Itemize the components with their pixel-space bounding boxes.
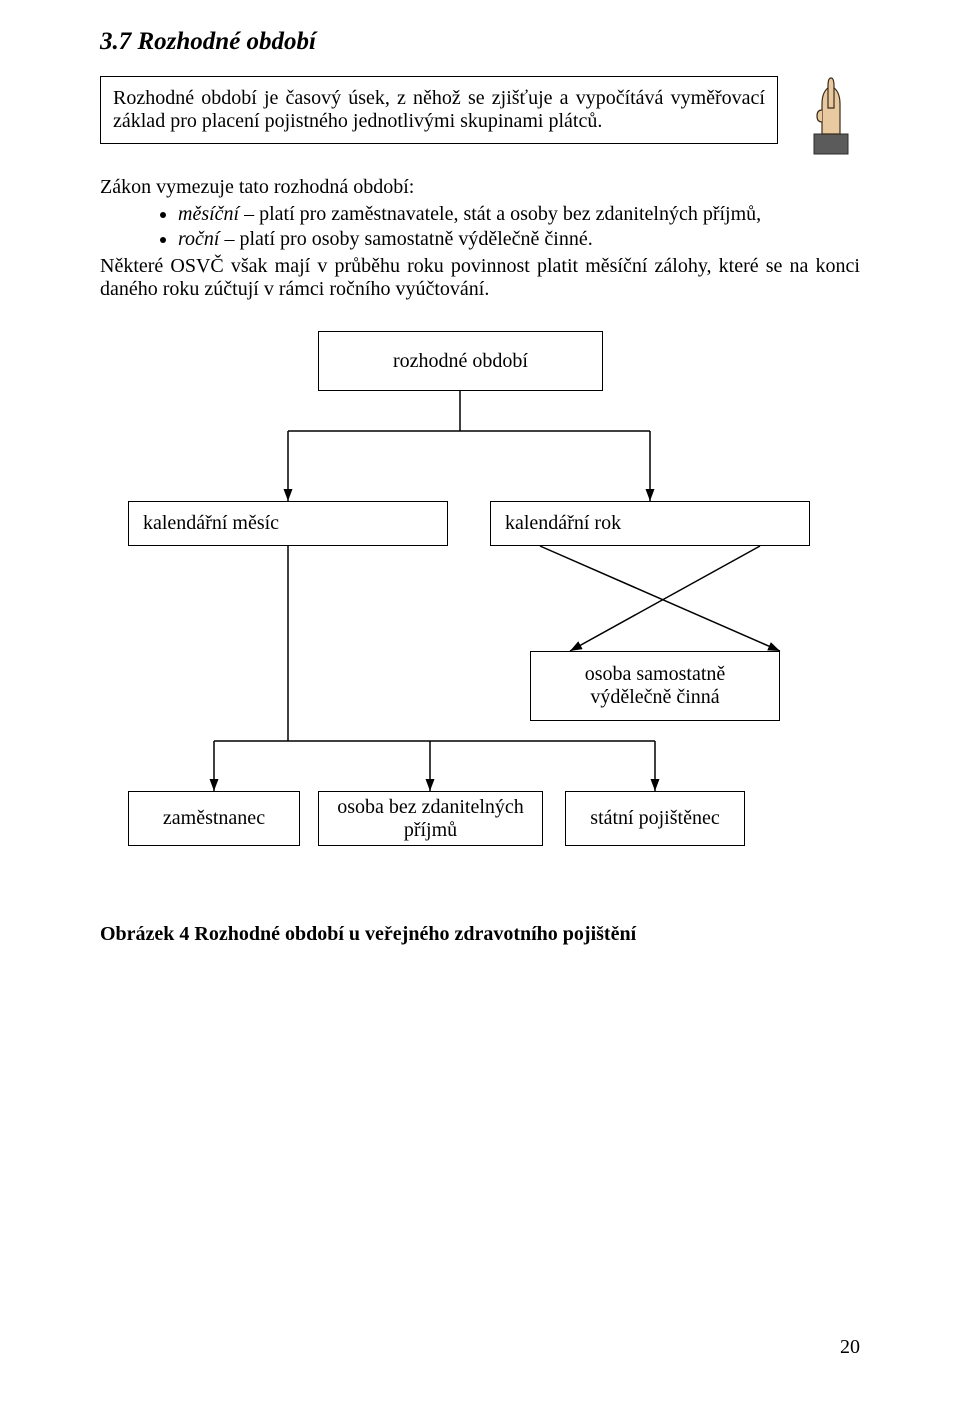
- bullet-rest: – platí pro zaměstnavatele, stát a osoby…: [239, 203, 761, 225]
- intro-text: Zákon vymezuje tato rozhodná období:: [100, 176, 860, 199]
- diagram-node-obz: osoba bez zdanitelných příjmů: [318, 791, 543, 846]
- bullet-term: roční: [178, 228, 219, 250]
- hand-pointing-icon: [802, 76, 860, 156]
- figure-caption: Obrázek 4 Rozhodné období u veřejného zd…: [100, 923, 860, 946]
- diagram-node-zam: zaměstnanec: [128, 791, 300, 846]
- list-item: měsíční – platí pro zaměstnavatele, stát…: [178, 203, 860, 226]
- diagram: rozhodné období kalendářní měsíc kalendářn…: [100, 301, 860, 921]
- section-heading: 3.7 Rozhodné období: [100, 28, 860, 56]
- page-number: 20: [840, 1336, 860, 1359]
- list-item: roční – platí pro osoby samostatně výděl…: [178, 228, 860, 251]
- bullet-rest: – platí pro osoby samostatně výdělečně č…: [219, 228, 592, 250]
- bullet-term: měsíční: [178, 203, 239, 225]
- diagram-node-root: rozhodné období: [318, 331, 603, 391]
- diagram-node-right: kalendářní rok: [490, 501, 810, 546]
- callout-box: Rozhodné období je časový úsek, z něhož …: [100, 76, 778, 144]
- diagram-node-osvc: osoba samostatně výdělečně činná: [530, 651, 780, 721]
- paragraph: Některé OSVČ však mají v průběhu roku po…: [100, 255, 860, 301]
- bullet-list: měsíční – platí pro zaměstnavatele, stát…: [100, 203, 860, 251]
- diagram-node-stat: státní pojištěnec: [565, 791, 745, 846]
- info-row: Rozhodné období je časový úsek, z něhož …: [100, 76, 860, 156]
- diagram-node-left: kalendářní měsíc: [128, 501, 448, 546]
